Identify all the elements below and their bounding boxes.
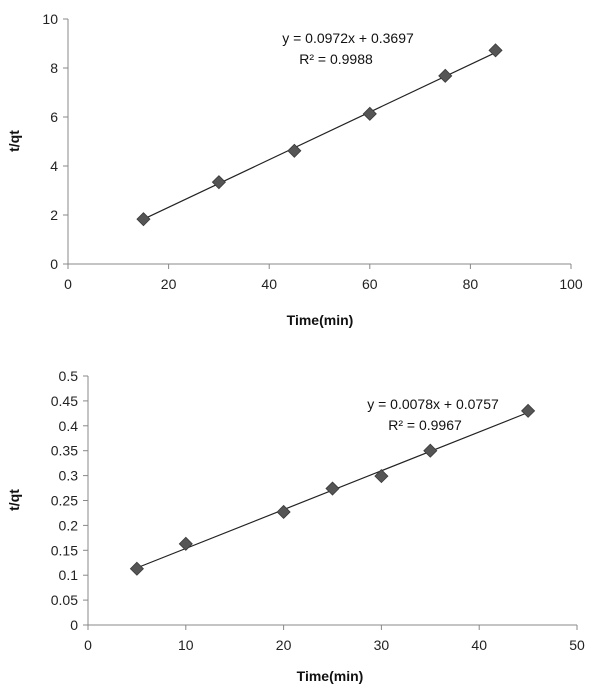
chart-1-x-tick-label: 0 (64, 276, 72, 292)
chart-2-y-tick-label: 0 (70, 617, 78, 633)
chart-2-data-point (178, 536, 193, 551)
chart-1-y-tick-label: 4 (50, 158, 58, 174)
chart-2-y-tick-label: 0.2 (59, 517, 79, 533)
chart-2-y-tick-label: 0.5 (59, 368, 79, 384)
chart-1-y-tick-label: 2 (50, 207, 58, 223)
chart-2-x-tick-label: 10 (178, 637, 194, 653)
chart-2-data-point (129, 561, 144, 576)
chart-1-equation: y = 0.0972x + 0.3697 (282, 30, 414, 46)
chart-2-y-tick-label: 0.25 (51, 493, 78, 509)
chart-1-data-point (488, 43, 503, 58)
chart-1: 0 2 4 6 8 10 0 20 40 60 80 100 y = 0.0972x + 0.369… (6, 11, 583, 328)
chart-1-data-point (287, 143, 302, 158)
chart-1-y-tick-label: 6 (50, 109, 58, 125)
chart-2-data-point (521, 403, 536, 418)
chart-1-x-tick-label: 40 (261, 276, 277, 292)
chart-1-trendline (143, 51, 496, 220)
chart-2-x-tick-label: 40 (471, 637, 487, 653)
chart-1-data-point (438, 68, 453, 83)
chart-1-y-tick-label: 0 (50, 256, 58, 272)
chart-2-x-tick-label: 0 (84, 637, 92, 653)
chart-1-data-point (136, 212, 151, 227)
chart-2-x-axis-title: Time(min) (297, 668, 364, 684)
chart-1-y-axis-title: t/qt (6, 130, 22, 152)
chart-2-x-tick-label: 30 (374, 637, 390, 653)
chart-2-y-tick-label: 0.4 (59, 418, 79, 434)
chart-2-data-point (276, 504, 291, 520)
chart-2-data-point (325, 481, 340, 496)
chart-2-y-tick-label: 0.35 (51, 443, 78, 459)
chart-1-x-tick-label: 60 (362, 276, 378, 292)
chart-2: 0 0.05 0.1 0.15 0.2 0.25 0.3 0.35 0.4 0.45 0.5 0 10… (6, 368, 585, 684)
chart-2-x-tick-label: 50 (569, 637, 585, 653)
chart-1-y-tick-label: 8 (50, 60, 58, 76)
chart-2-y-tick-label: 0.3 (59, 468, 79, 484)
chart-2-r-squared: R² = 0.9967 (388, 417, 462, 433)
chart-1-x-tick-label: 100 (559, 276, 583, 292)
chart-1-x-tick-label: 80 (463, 276, 479, 292)
chart-1-y-tick-label: 10 (42, 11, 58, 27)
chart-2-y-tick-label: 0.05 (51, 592, 78, 608)
chart-1-x-tick-label: 20 (161, 276, 177, 292)
chart-1-data-point (362, 106, 377, 121)
chart-2-data-point (374, 469, 389, 484)
chart-2-y-tick-label: 0.1 (59, 567, 79, 583)
chart-2-data-point (423, 443, 438, 458)
chart-1-r-squared: R² = 0.9988 (299, 51, 373, 67)
chart-2-y-tick-label: 0.45 (51, 393, 78, 409)
chart-1-x-axis-title: Time(min) (287, 312, 354, 328)
chart-1-data-point (211, 175, 226, 190)
chart-2-equation: y = 0.0078x + 0.0757 (367, 396, 499, 412)
chart-2-y-axis-title: t/qt (6, 489, 22, 511)
chart-2-y-tick-label: 0.15 (51, 542, 78, 558)
chart-2-x-tick-label: 20 (276, 637, 292, 653)
